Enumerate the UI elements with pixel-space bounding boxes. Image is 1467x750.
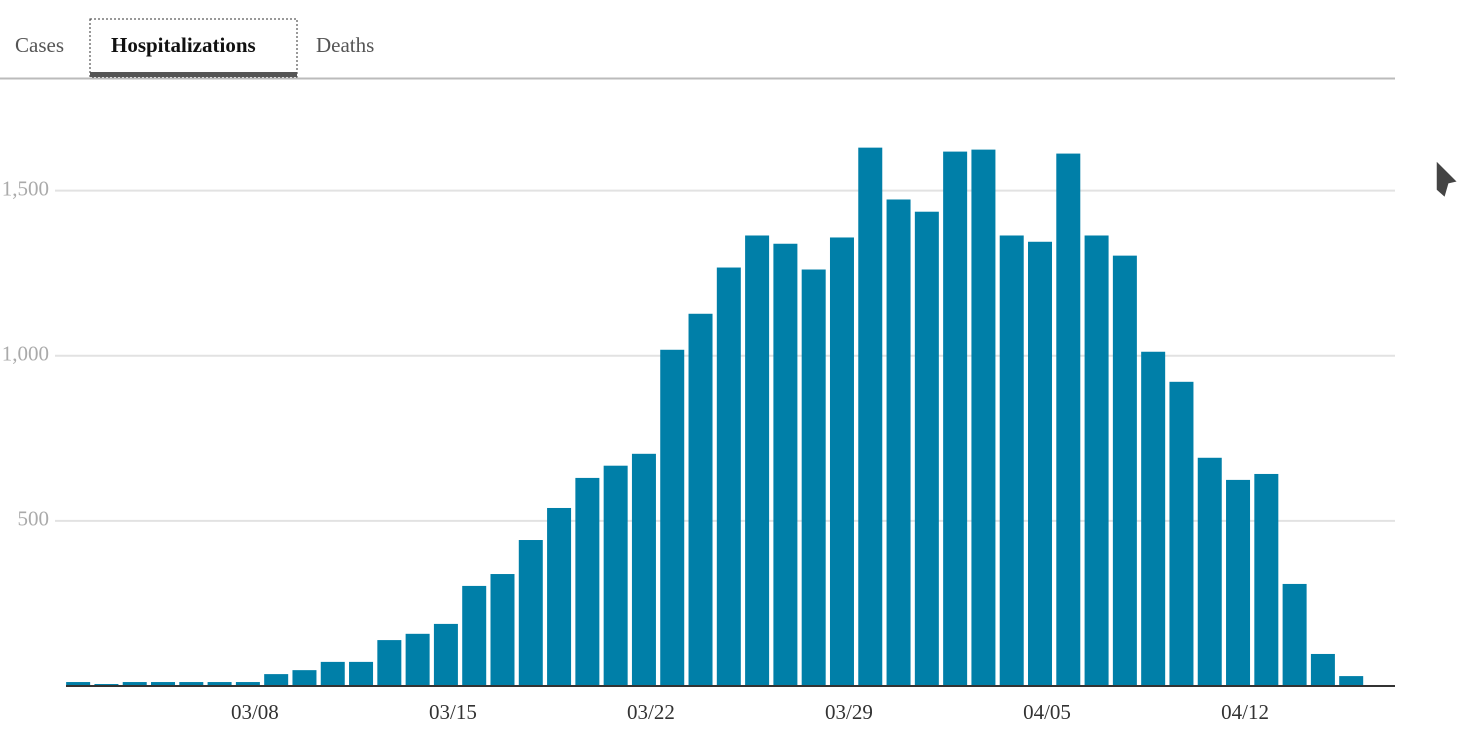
bar: [943, 151, 968, 686]
bar: [207, 682, 232, 686]
bar: [405, 633, 430, 686]
bar: [462, 585, 487, 686]
bar: [433, 623, 458, 686]
bar: [179, 682, 204, 686]
bar: [122, 682, 147, 686]
bar: [1310, 653, 1335, 686]
x-tick-label: 03/08: [231, 700, 279, 724]
bar: [914, 211, 939, 686]
bar: [292, 670, 317, 686]
bar: [66, 682, 91, 686]
x-tick-label: 04/12: [1221, 700, 1269, 724]
bar: [1226, 479, 1251, 686]
y-tick-label: 1,000: [2, 342, 49, 366]
bar: [264, 674, 289, 686]
y-tick-label: 1,500: [2, 176, 49, 200]
bar: [858, 147, 883, 687]
plot: 500 1,000 1,500 03/08 03/15 03/22 03/29 04/05 04…: [2, 147, 1395, 724]
bar: [688, 313, 713, 686]
bar: [547, 507, 572, 686]
bar: [1339, 676, 1364, 686]
bar: [716, 267, 741, 686]
bar: [660, 349, 685, 686]
tab[interactable]: Cases: [15, 33, 64, 57]
bar: [1112, 255, 1137, 687]
bar: [377, 640, 402, 686]
bar: [603, 465, 628, 686]
bar: [745, 235, 770, 686]
bar: [490, 574, 515, 686]
x-tick-label: 03/22: [627, 700, 675, 724]
bar: [999, 235, 1024, 686]
bar: [1056, 153, 1081, 687]
bar: [801, 269, 826, 686]
bar: [1197, 457, 1222, 686]
bar: [971, 149, 996, 687]
bar: [1084, 235, 1109, 686]
bar: [631, 453, 656, 686]
bar: [518, 540, 543, 686]
x-tick-label: 03/15: [429, 700, 477, 724]
x-tick-label: 03/29: [825, 700, 873, 724]
bar: [151, 682, 176, 686]
bar: [575, 477, 600, 686]
tab[interactable]: Deaths: [316, 33, 374, 57]
y-tick-label: 500: [18, 507, 50, 531]
bar: [1028, 241, 1053, 686]
bar: [349, 661, 374, 686]
tab-underline: [90, 72, 297, 77]
bar: [773, 243, 798, 686]
bar: [886, 199, 911, 686]
bar: [1169, 381, 1194, 686]
bar: [1254, 473, 1279, 686]
x-tick-label: 04/05: [1023, 700, 1071, 724]
bar: [829, 237, 854, 687]
bar: [320, 661, 345, 686]
cursor: [1435, 158, 1460, 200]
bar: [1282, 583, 1307, 686]
tab-active[interactable]: Hospitalizations: [111, 33, 256, 57]
bar: [235, 682, 260, 686]
bar: [1141, 351, 1166, 686]
